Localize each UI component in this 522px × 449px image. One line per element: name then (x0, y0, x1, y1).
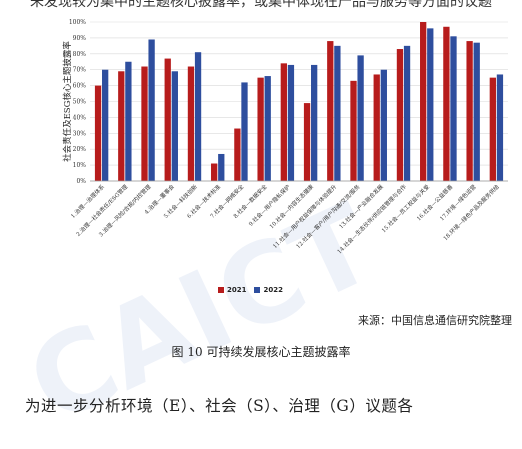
bar-2021-8 (257, 77, 264, 181)
bar-2022-1 (102, 69, 109, 181)
bar-2022-6 (218, 153, 225, 181)
legend-swatch-2022 (254, 287, 261, 293)
y-axis-label: 社会责任及ESG核心主题披露率 (62, 41, 73, 162)
bar-2022-5 (194, 52, 202, 182)
bar-2021-15 (420, 22, 427, 181)
bar-2021-10 (303, 103, 311, 181)
y-tick-label: 70% (73, 67, 87, 74)
bar-2022-9 (287, 64, 295, 181)
y-tick-label: 40% (73, 114, 87, 121)
legend-swatch-2021 (218, 287, 224, 293)
top-paragraph-text: 未发现较为集中的主题核心披露率，或集中体现在产品与服务等方面的议题 (30, 0, 492, 10)
bar-2022-10 (311, 64, 318, 181)
bar-2021-3 (141, 66, 148, 181)
bar-2022-13 (380, 69, 387, 181)
bar-chart: 0% 10% 20% 30% 40% 50% 60% 70% 80% 90% 100% 社会责任及ES… (62, 19, 508, 255)
legend-label-2022: 2022 (263, 286, 283, 294)
bar-2021-6 (211, 163, 218, 181)
x-category-label: 13.社会—产业融合发展 (337, 182, 385, 230)
x-category-label: 10.社会—内容生态健康 (267, 182, 315, 230)
bar-2021-7 (234, 128, 241, 181)
bar-2021-4 (164, 58, 171, 181)
body-paragraph-text: 为进一步分析环境（E）、社会（S）、治理（G）议题各 (25, 397, 414, 415)
y-tick-label: 50% (73, 99, 87, 106)
bar-2022-18 (496, 74, 504, 181)
bar-2021-1 (94, 85, 102, 181)
bar-2021-14 (396, 49, 404, 181)
legend-item-2022: 2022 (254, 286, 283, 294)
bar-2021-11 (327, 41, 334, 181)
bar-2021-9 (280, 63, 287, 182)
y-tick-label: 20% (73, 146, 87, 153)
chart-legend: 2021 2022 (218, 286, 283, 294)
bar-2022-4 (171, 71, 178, 181)
bar-2021-5 (187, 66, 195, 181)
y-tick-label: 0% (76, 178, 86, 185)
bar-2021-2 (118, 71, 125, 181)
bar-2022-12 (357, 55, 364, 181)
source-note: 来源：中国信息通信研究院整理 (358, 314, 512, 327)
figure-caption: 图 10 可持续发展核心主题披露率 (171, 345, 351, 359)
y-tick-label: 30% (73, 130, 87, 137)
y-tick-label: 90% (73, 35, 87, 42)
y-tick-label: 100% (69, 19, 86, 26)
y-tick-label: 60% (73, 83, 87, 90)
bar-2021-16 (443, 26, 450, 181)
y-tick-label: 10% (73, 162, 87, 169)
bar-2022-8 (264, 76, 271, 181)
bar-2022-3 (148, 39, 155, 181)
bar-2021-12 (350, 80, 357, 181)
bar-2021-13 (373, 74, 380, 181)
bar-2022-16 (450, 36, 457, 182)
legend-label-2021: 2021 (227, 286, 247, 294)
bar-2022-15 (427, 28, 434, 181)
bar-2022-14 (403, 45, 411, 181)
bar-2021-17 (466, 41, 473, 181)
x-category-label: 9.社会—用户隐私保护 (247, 182, 292, 227)
bar-2022-7 (241, 82, 248, 181)
legend-item-2021: 2021 (218, 286, 246, 294)
bar-2022-2 (125, 61, 132, 181)
y-tick-label: 80% (73, 51, 87, 58)
bar-2022-11 (334, 45, 341, 181)
bar-2022-17 (473, 42, 480, 181)
bar-2021-18 (489, 77, 496, 181)
